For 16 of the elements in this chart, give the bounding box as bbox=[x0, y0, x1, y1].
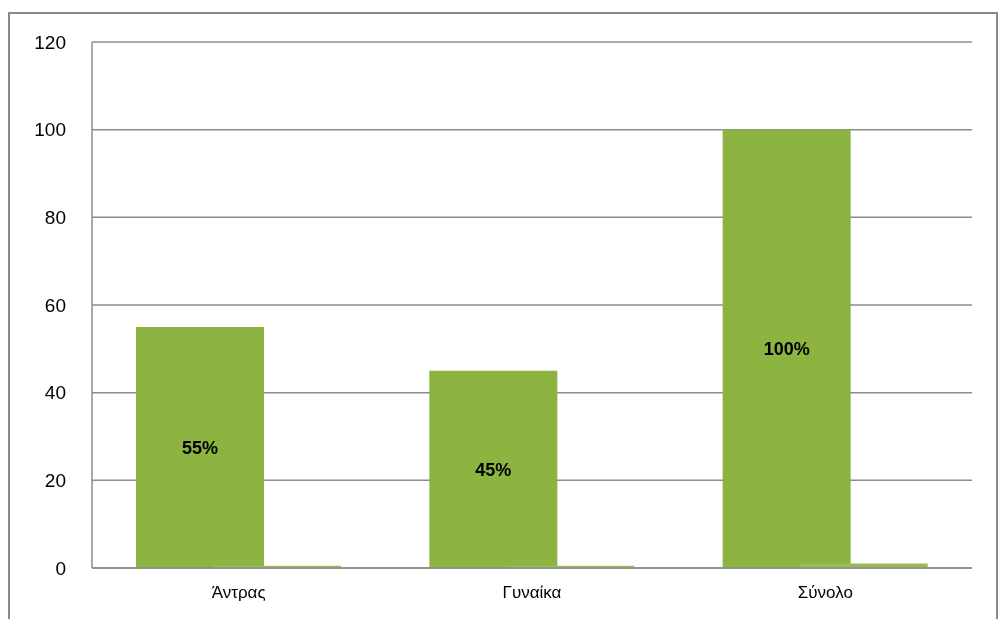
x-tick-label: Γυναίκα bbox=[502, 583, 562, 603]
x-tick-label: Άντρας bbox=[211, 583, 266, 603]
data-label: 45% bbox=[475, 459, 512, 480]
bar bbox=[136, 326, 264, 568]
bar bbox=[429, 370, 558, 568]
y-tick-label: 40 bbox=[44, 382, 66, 404]
y-tick-label: 80 bbox=[44, 207, 66, 229]
y-tick-label: 0 bbox=[55, 557, 66, 579]
y-tick-label: 120 bbox=[34, 31, 66, 53]
data-label: 100% bbox=[763, 339, 810, 360]
x-tick-label: Σύνολο bbox=[797, 583, 853, 603]
y-tick-label: 60 bbox=[44, 294, 66, 316]
y-tick-label: 100 bbox=[34, 119, 66, 141]
bar bbox=[722, 129, 851, 568]
y-tick-label: 20 bbox=[44, 470, 66, 492]
data-label: 55% bbox=[181, 437, 219, 458]
